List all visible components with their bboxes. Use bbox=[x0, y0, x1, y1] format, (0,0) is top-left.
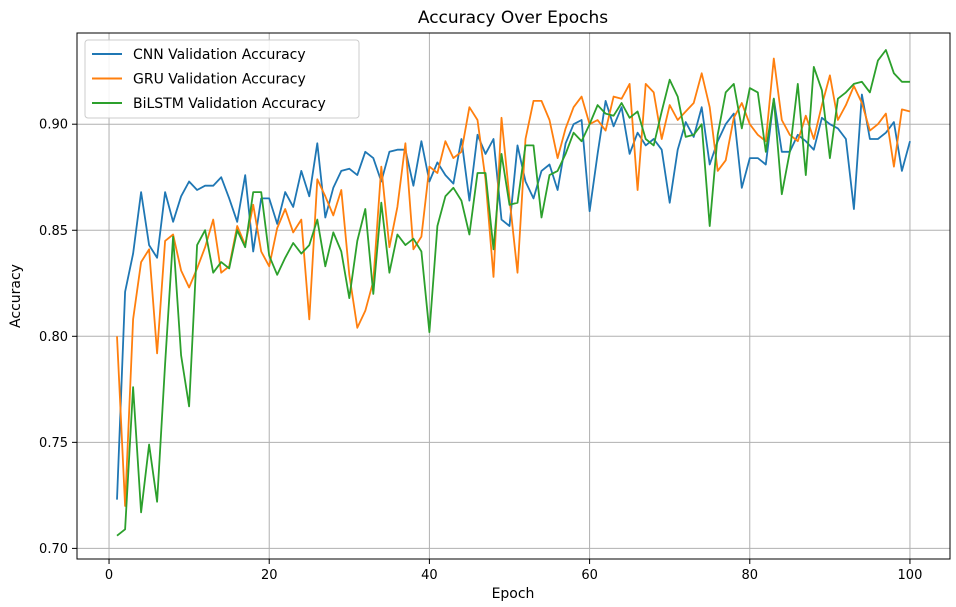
y-tick-label: 0.80 bbox=[39, 330, 68, 345]
x-tick-label: 20 bbox=[261, 568, 278, 583]
y-tick-label: 0.70 bbox=[39, 542, 68, 557]
x-tick-label: 80 bbox=[741, 568, 758, 583]
legend-frame bbox=[84, 39, 360, 119]
series-lines bbox=[116, 49, 911, 537]
x-axis-label: Epoch bbox=[492, 586, 535, 602]
y-axis-label: Accuracy bbox=[8, 264, 24, 328]
plot-frame bbox=[76, 32, 951, 560]
series-line-0 bbox=[116, 93, 911, 500]
legend-label-2: BiLSTM Validation Accuracy bbox=[133, 96, 326, 112]
y-tick-label: 0.85 bbox=[39, 224, 68, 239]
legend: CNN Validation Accuracy GRU Validation Ac… bbox=[84, 39, 360, 119]
chart-title: Accuracy Over Epochs bbox=[418, 8, 608, 28]
legend-label-0: CNN Validation Accuracy bbox=[133, 47, 306, 63]
series-line-2 bbox=[116, 49, 910, 537]
y-tick-label: 0.90 bbox=[39, 118, 68, 133]
legend-label-1: GRU Validation Accuracy bbox=[133, 72, 306, 88]
x-tick-label: 100 bbox=[898, 568, 923, 583]
y-tick-label: 0.75 bbox=[39, 436, 68, 451]
gridlines bbox=[77, 33, 950, 559]
series-line-1 bbox=[116, 57, 911, 507]
x-tick-label: 40 bbox=[421, 568, 438, 583]
axis-ticks: 0 20 40 60 80 100 0.70 0.75 0.80 0.85 0.90 bbox=[39, 118, 922, 583]
x-tick-label: 60 bbox=[581, 568, 598, 583]
x-tick-label: 0 bbox=[105, 568, 113, 583]
